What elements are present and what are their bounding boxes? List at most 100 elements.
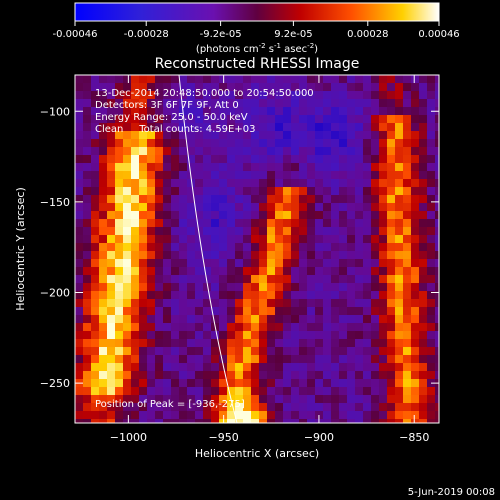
heatmap-cell bbox=[283, 283, 291, 291]
heatmap-cell bbox=[339, 163, 347, 171]
heatmap-cell bbox=[163, 115, 171, 123]
heatmap-cell bbox=[163, 211, 171, 219]
chart-title: Reconstructed RHESSI Image bbox=[155, 56, 360, 72]
heatmap-cell bbox=[155, 339, 163, 347]
heatmap-cell bbox=[75, 131, 83, 139]
heatmap-cell bbox=[339, 387, 347, 395]
heatmap-cell bbox=[219, 139, 227, 147]
heatmap-cell bbox=[355, 251, 363, 259]
heatmap-cell bbox=[315, 83, 323, 91]
heatmap-cell bbox=[187, 267, 195, 275]
heatmap-cell bbox=[323, 347, 331, 355]
heatmap-cell bbox=[123, 187, 131, 195]
heatmap-cell bbox=[107, 267, 115, 275]
heatmap-cell bbox=[171, 419, 179, 423]
heatmap-cell bbox=[227, 195, 235, 203]
heatmap-cell bbox=[91, 411, 99, 419]
heatmap-cell bbox=[323, 139, 331, 147]
heatmap-cell bbox=[379, 411, 387, 419]
heatmap-cell bbox=[427, 131, 435, 139]
heatmap-cell bbox=[275, 403, 283, 411]
heatmap-cell bbox=[123, 147, 131, 155]
heatmap-cell bbox=[411, 275, 419, 283]
heatmap-cell bbox=[115, 267, 123, 275]
heatmap-cell bbox=[291, 371, 299, 379]
heatmap-cell bbox=[419, 339, 427, 347]
heatmap-cell bbox=[163, 323, 171, 331]
heatmap-cell bbox=[139, 331, 147, 339]
heatmap-cell bbox=[243, 139, 251, 147]
heatmap-cell bbox=[163, 83, 171, 91]
heatmap-cell bbox=[187, 91, 195, 99]
heatmap-cell bbox=[179, 155, 187, 163]
heatmap-cell bbox=[307, 283, 315, 291]
heatmap-cell bbox=[411, 211, 419, 219]
heatmap-cell bbox=[435, 267, 439, 275]
heatmap-cell bbox=[283, 395, 291, 403]
heatmap-cell bbox=[355, 195, 363, 203]
heatmap-cell bbox=[323, 315, 331, 323]
heatmap-cell bbox=[131, 115, 139, 123]
heatmap-cell bbox=[435, 91, 439, 99]
y-axis-label: Heliocentric Y (arcsec) bbox=[14, 187, 27, 311]
heatmap-cell bbox=[251, 195, 259, 203]
heatmap-cell bbox=[267, 243, 275, 251]
heatmap-cell bbox=[267, 179, 275, 187]
heatmap-cell bbox=[363, 123, 371, 131]
heatmap-cell bbox=[83, 115, 91, 123]
heatmap-cell bbox=[419, 267, 427, 275]
heatmap-cell bbox=[219, 403, 227, 411]
heatmap-cell bbox=[307, 179, 315, 187]
heatmap-cell bbox=[251, 211, 259, 219]
heatmap-cell bbox=[123, 99, 131, 107]
heatmap-cell bbox=[147, 323, 155, 331]
heatmap-cell bbox=[219, 171, 227, 179]
heatmap-cell bbox=[75, 275, 83, 283]
heatmap-cell bbox=[371, 227, 379, 235]
heatmap-cell bbox=[395, 307, 403, 315]
heatmap-cell bbox=[395, 99, 403, 107]
heatmap-cell bbox=[427, 331, 435, 339]
heatmap-cell bbox=[267, 195, 275, 203]
heatmap-cell bbox=[299, 203, 307, 211]
heatmap-cell bbox=[91, 227, 99, 235]
heatmap-cell bbox=[259, 307, 267, 315]
heatmap-cell bbox=[347, 155, 355, 163]
heatmap-cell bbox=[363, 99, 371, 107]
heatmap-cell bbox=[283, 363, 291, 371]
heatmap-cell bbox=[107, 83, 115, 91]
heatmap-cell bbox=[299, 235, 307, 243]
heatmap-cell bbox=[315, 99, 323, 107]
heatmap-cell bbox=[363, 419, 371, 423]
heatmap-cell bbox=[187, 227, 195, 235]
heatmap-cell bbox=[331, 235, 339, 243]
heatmap-cell bbox=[139, 251, 147, 259]
heatmap-cell bbox=[251, 379, 259, 387]
heatmap-cell bbox=[75, 227, 83, 235]
heatmap-cell bbox=[267, 171, 275, 179]
heatmap-cell bbox=[187, 315, 195, 323]
heatmap-cell bbox=[179, 267, 187, 275]
heatmap-cell bbox=[275, 363, 283, 371]
heatmap-cell bbox=[307, 395, 315, 403]
heatmap-cell bbox=[171, 283, 179, 291]
heatmap-cell bbox=[203, 163, 211, 171]
heatmap-cell bbox=[187, 147, 195, 155]
heatmap-cell bbox=[371, 91, 379, 99]
heatmap-cell bbox=[307, 187, 315, 195]
heatmap-cell bbox=[435, 283, 439, 291]
heatmap-cell bbox=[91, 347, 99, 355]
heatmap-cell bbox=[267, 147, 275, 155]
heatmap-cell bbox=[115, 211, 123, 219]
heatmap-cell bbox=[411, 283, 419, 291]
heatmap-cell bbox=[283, 219, 291, 227]
heatmap-cell bbox=[331, 371, 339, 379]
heatmap-cell bbox=[395, 283, 403, 291]
heatmap-cell bbox=[163, 283, 171, 291]
heatmap-cell bbox=[139, 75, 147, 83]
x-axis-label: Heliocentric X (arcsec) bbox=[195, 447, 319, 460]
heatmap-cell bbox=[211, 395, 219, 403]
heatmap-cell bbox=[235, 235, 243, 243]
heatmap-cell bbox=[371, 123, 379, 131]
heatmap-cell bbox=[179, 147, 187, 155]
